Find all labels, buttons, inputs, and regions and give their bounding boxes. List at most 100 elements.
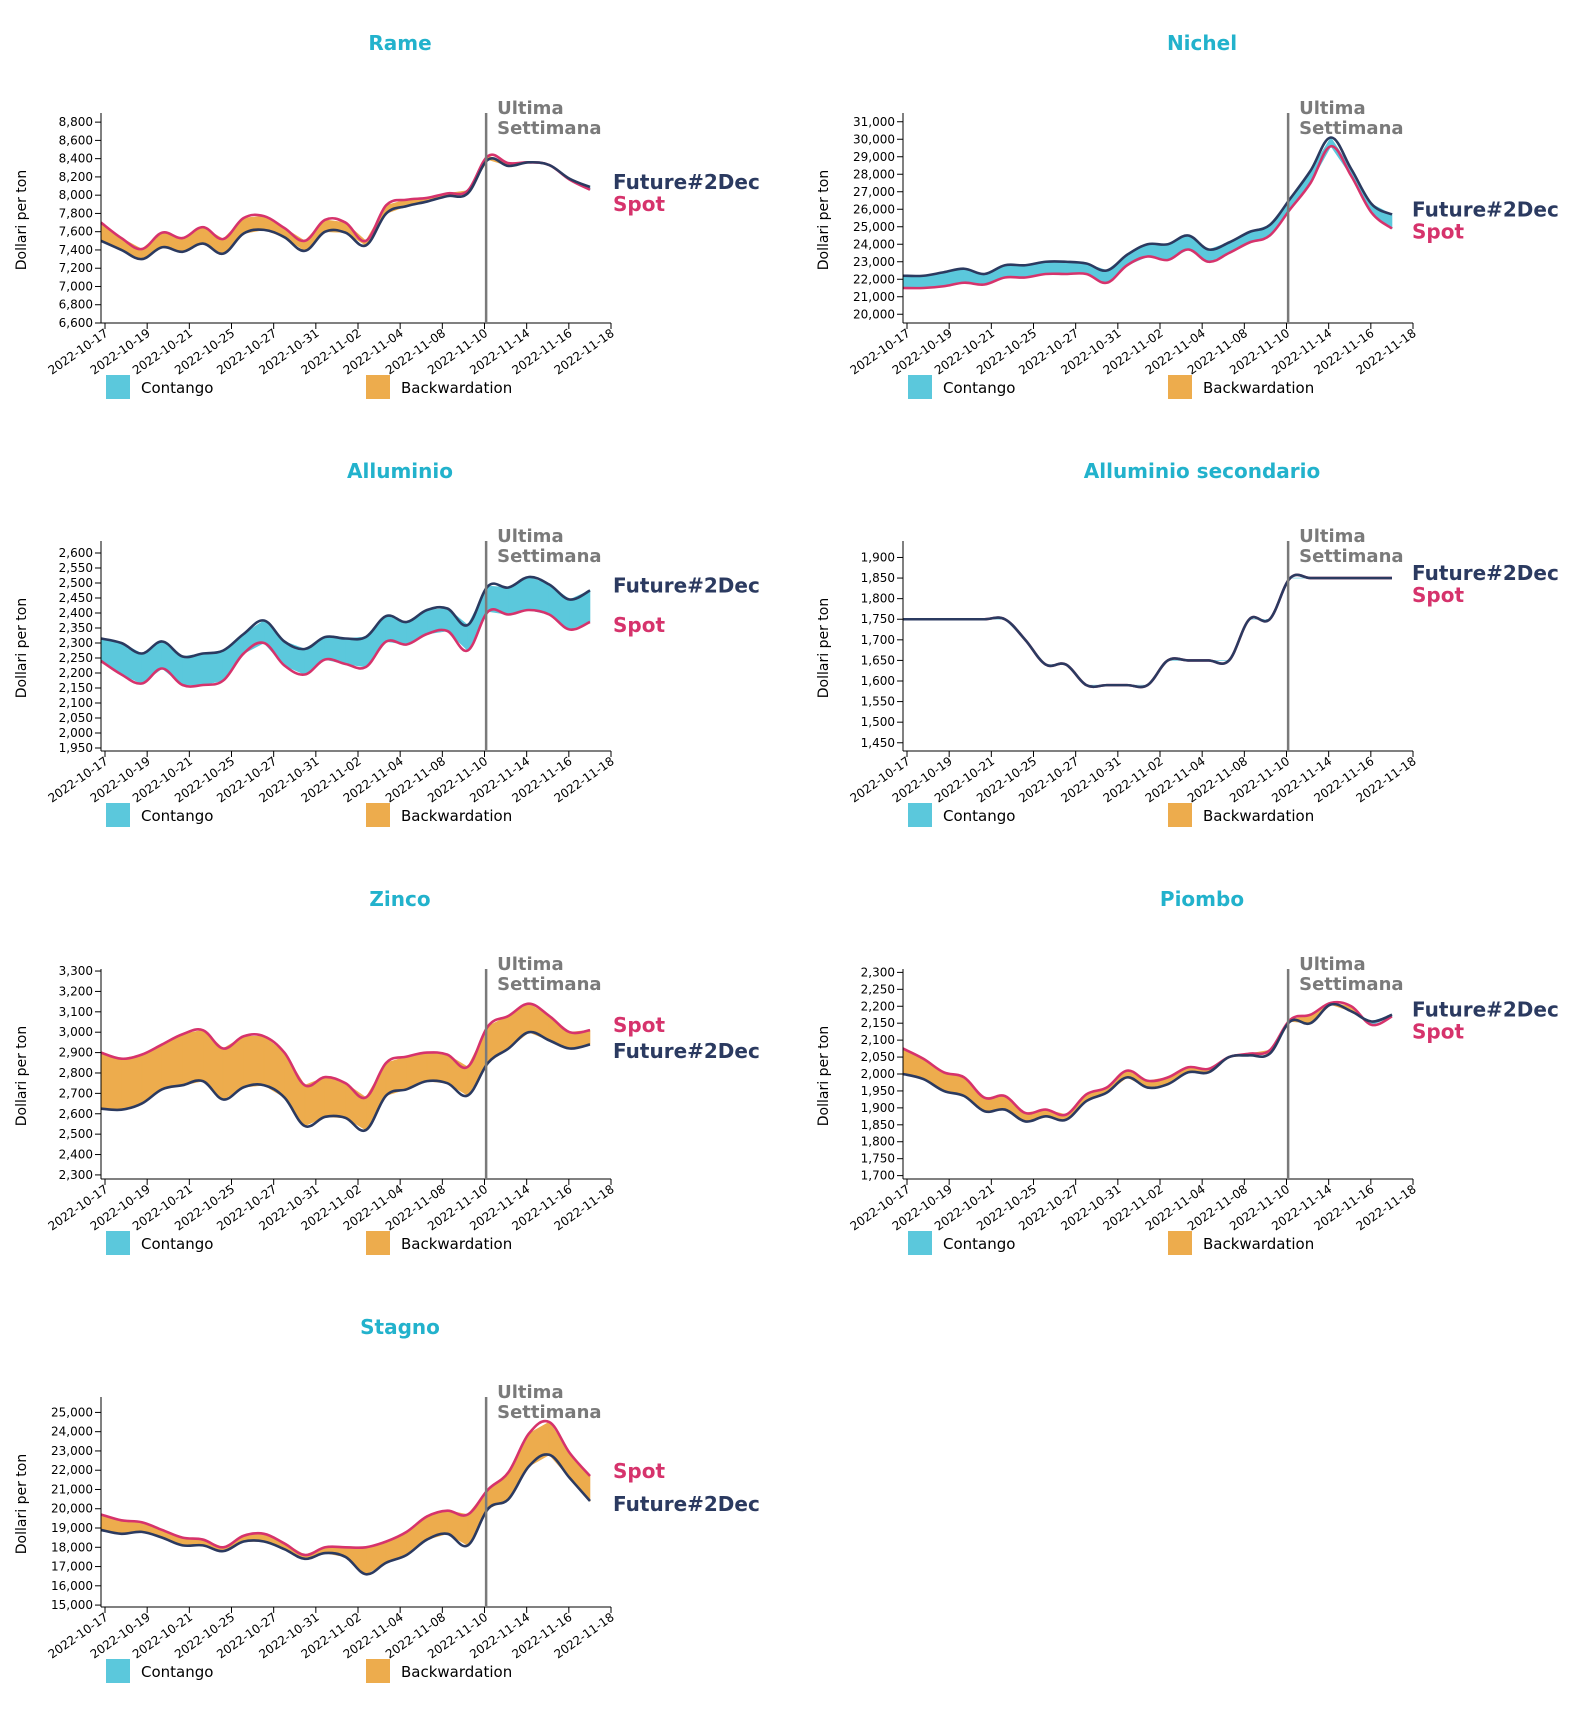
y-tick-label: 2,600	[59, 546, 93, 560]
y-tick-label: 8,600	[59, 133, 93, 147]
legend-backwardation-label: Backwardation	[401, 1663, 512, 1681]
y-tick-label: 1,950	[861, 1084, 895, 1098]
y-tick-label: 2,500	[59, 1127, 93, 1141]
spot-series-label: Spot	[613, 192, 665, 216]
legend-contango-label: Contango	[141, 379, 213, 397]
y-tick-label: 1,700	[861, 633, 895, 647]
legend-backwardation-label: Backwardation	[1203, 1235, 1314, 1253]
legend-backwardation-label: Backwardation	[1203, 807, 1314, 825]
legend-contango-swatch	[106, 1231, 130, 1255]
y-tick-label: 1,950	[59, 741, 93, 755]
y-tick-label: 16,000	[51, 1579, 93, 1593]
legend-backwardation-swatch	[366, 375, 390, 399]
y-tick-label: 25,000	[51, 1405, 93, 1419]
legend-backwardation-label: Backwardation	[1203, 379, 1314, 397]
chart-panel-stagno: Stagno 15,000 16,000 17,000 18,000 19,000 20,0…	[0, 1284, 780, 1712]
legend-contango-swatch	[908, 375, 932, 399]
y-tick-label: 21,000	[853, 290, 895, 304]
y-axis-label: Dollari per ton	[816, 170, 832, 270]
legend-contango-label: Contango	[943, 1235, 1015, 1253]
y-tick-label: 7,800	[59, 206, 93, 220]
y-tick-label: 2,400	[59, 606, 93, 620]
y-tick-label: 2,100	[59, 696, 93, 710]
y-tick-label: 2,350	[59, 621, 93, 635]
legend-contango-swatch	[106, 1659, 130, 1683]
y-tick-label: 8,800	[59, 115, 93, 129]
marker-label-line2: Settimana	[497, 546, 601, 567]
chart-svg: Rame 6,600 6,800 7,000 7,200 7,400 7,600 7,800 8…	[14, 31, 760, 399]
y-tick-label: 18,000	[51, 1540, 93, 1554]
contango-area	[202, 650, 224, 686]
backwardation-area	[426, 1052, 448, 1084]
y-axis-label: Dollari per ton	[816, 1026, 832, 1126]
legend-backwardation-swatch	[366, 1659, 390, 1683]
legend-backwardation-swatch	[366, 1231, 390, 1255]
marker-label-line1: Ultima	[497, 98, 563, 119]
chart-panel-piombo: Piombo 1,700 1,750 1,800 1,850 1,900 1,950 2,00…	[802, 856, 1581, 1284]
y-tick-label: 1,850	[861, 1118, 895, 1132]
y-tick-label: 1,900	[861, 1101, 895, 1115]
spot-series-label: Spot	[613, 1459, 665, 1483]
y-tick-label: 1,800	[861, 592, 895, 606]
chart-svg: Zinco 2,300 2,400 2,500 2,600 2,700 2,800 2,900…	[14, 887, 760, 1255]
chart-panel-alluminio: Alluminio 1,950 2,000 2,050 2,100 2,150 2,200 2…	[0, 428, 780, 856]
y-tick-label: 29,000	[853, 150, 895, 164]
y-tick-label: 3,100	[59, 1005, 93, 1019]
spot-line	[100, 1002, 591, 1100]
y-tick-label: 1,700	[861, 1169, 895, 1183]
future-line	[100, 157, 591, 261]
y-tick-label: 7,400	[59, 243, 93, 257]
y-tick-label: 1,750	[861, 612, 895, 626]
y-tick-label: 15,000	[51, 1598, 93, 1612]
future-series-label: Future#2Dec	[1412, 198, 1559, 222]
y-axis-label: Dollari per ton	[14, 598, 30, 698]
y-tick-label: 2,050	[861, 1050, 895, 1064]
chart-title: Zinco	[369, 887, 430, 911]
legend-contango-swatch	[908, 803, 932, 827]
spot-series-label: Spot	[613, 613, 665, 637]
contango-area	[345, 636, 367, 668]
backwardation-area	[121, 1054, 143, 1111]
contango-area	[1045, 261, 1067, 275]
marker-label-line2: Settimana	[1299, 974, 1403, 995]
future-series-label: Future#2Dec	[1412, 998, 1559, 1022]
y-axis-label: Dollari per ton	[14, 1026, 30, 1126]
y-tick-label: 3,000	[59, 1025, 93, 1039]
legend-backwardation-label: Backwardation	[401, 807, 512, 825]
y-tick-label: 2,550	[59, 561, 93, 575]
contango-area	[365, 615, 387, 668]
chart-title: Alluminio secondario	[1084, 459, 1321, 483]
y-tick-label: 6,800	[59, 298, 93, 312]
backwardation-area	[100, 1052, 122, 1110]
chart-title: Rame	[368, 31, 431, 55]
legend-backwardation-swatch	[1168, 803, 1192, 827]
future-series-label: Future#2Dec	[613, 1492, 760, 1516]
legend-contango-swatch	[106, 803, 130, 827]
y-tick-label: 8,000	[59, 188, 93, 202]
contango-area	[1004, 264, 1026, 278]
y-tick-label: 1,600	[861, 674, 895, 688]
y-tick-label: 2,100	[861, 1033, 895, 1047]
y-tick-label: 1,650	[861, 653, 895, 667]
y-axis-label: Dollari per ton	[14, 170, 30, 270]
future-line	[902, 136, 1393, 278]
y-tick-label: 1,500	[861, 715, 895, 729]
spot-line	[902, 144, 1393, 290]
y-tick-label: 2,300	[59, 636, 93, 650]
y-tick-label: 2,450	[59, 591, 93, 605]
y-tick-label: 2,050	[59, 711, 93, 725]
y-tick-label: 7,200	[59, 261, 93, 275]
y-tick-label: 2,200	[59, 666, 93, 680]
y-tick-label: 24,000	[853, 237, 895, 251]
backwardation-area	[324, 1076, 346, 1119]
y-tick-label: 2,300	[861, 965, 895, 979]
legend-backwardation-label: Backwardation	[401, 1235, 512, 1253]
y-tick-label: 31,000	[853, 115, 895, 129]
y-tick-label: 2,800	[59, 1066, 93, 1080]
backwardation-area	[1004, 1095, 1026, 1122]
y-tick-label: 2,150	[861, 1016, 895, 1030]
y-tick-label: 2,600	[59, 1107, 93, 1121]
future-series-label: Future#2Dec	[613, 170, 760, 194]
legend-contango-label: Contango	[141, 1663, 213, 1681]
